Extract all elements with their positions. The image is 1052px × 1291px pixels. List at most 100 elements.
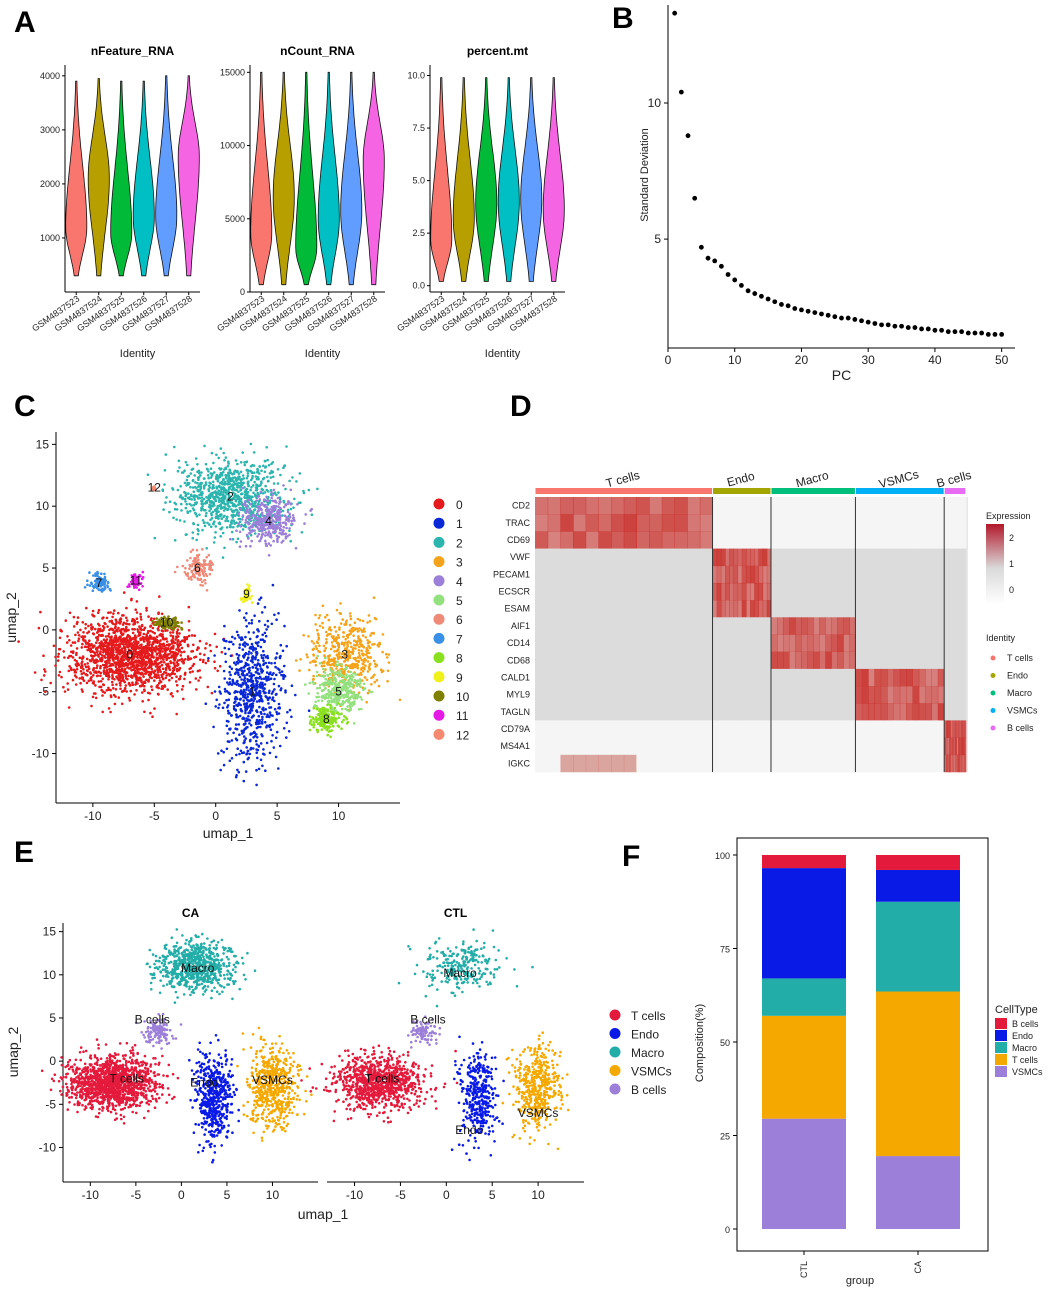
umap-c-point xyxy=(255,525,259,529)
elbow-point xyxy=(825,312,831,318)
elbow-point xyxy=(739,282,744,288)
umap-c-point xyxy=(184,573,188,576)
umap-c-point xyxy=(349,632,353,635)
umap-c-point xyxy=(238,675,242,679)
umap-c-point xyxy=(239,470,243,474)
umap-c-point xyxy=(77,634,81,637)
umap-c-point xyxy=(79,628,82,632)
umap-c-point xyxy=(324,646,328,650)
umap-c-point xyxy=(256,505,259,508)
umap-c-point xyxy=(117,696,121,699)
umap-c-point xyxy=(154,665,158,668)
umap-c-point xyxy=(197,679,200,682)
umap-c-point xyxy=(238,668,241,671)
umap-c-point xyxy=(317,649,320,653)
umap-c-point xyxy=(63,690,67,693)
umap-c-point xyxy=(129,689,133,693)
umap-c-point xyxy=(254,739,258,743)
umap-c-point xyxy=(137,679,141,682)
umap-c-point xyxy=(216,752,220,755)
umap-c-point xyxy=(184,566,187,570)
panel-letter-f: F xyxy=(622,840,640,873)
umap-c-point xyxy=(89,650,93,654)
umap-c-point xyxy=(220,749,223,752)
umap-c-x-tick-label: 5 xyxy=(274,809,281,823)
elbow-point xyxy=(799,307,804,313)
umap-c-point xyxy=(242,723,246,726)
umap-c-point xyxy=(360,668,363,671)
umap-c-point xyxy=(234,775,238,779)
umap-c-point xyxy=(270,491,273,494)
umap-c-point xyxy=(333,719,337,723)
umap-c-point xyxy=(99,666,102,670)
umap-c-point xyxy=(79,669,83,673)
umap-c-point xyxy=(239,488,243,492)
umap-c-point xyxy=(187,620,191,623)
umap-c-point xyxy=(356,643,359,647)
umap-c-point xyxy=(117,626,120,630)
umap-c-point xyxy=(230,522,234,525)
umap-c-point xyxy=(110,637,113,640)
umap-c-point xyxy=(311,678,315,681)
umap-c-point xyxy=(262,663,265,667)
panel-letter-e: E xyxy=(14,836,34,869)
elbow-point xyxy=(912,325,918,330)
umap-c-point xyxy=(224,652,227,656)
umap-c-point xyxy=(173,662,176,666)
umap-c-point xyxy=(284,689,287,692)
umap-c-point xyxy=(176,689,179,693)
umap-c-point xyxy=(353,678,357,682)
umap-c-point xyxy=(236,656,240,660)
umap-c-point xyxy=(362,627,366,630)
violin-identity-label: Identity xyxy=(120,348,156,360)
umap-c-point xyxy=(349,629,353,633)
umap-c-point xyxy=(256,602,260,605)
umap-c-point xyxy=(219,471,223,475)
umap-c-point xyxy=(112,612,115,615)
umap-c-point xyxy=(334,663,338,666)
umap-c-point xyxy=(359,695,362,699)
umap-c-point xyxy=(284,523,288,526)
umap-c-point xyxy=(247,526,251,530)
umap-c-point xyxy=(235,713,238,716)
umap-c-point xyxy=(102,683,106,687)
umap-c-point xyxy=(192,522,195,526)
umap-c-point xyxy=(231,635,234,639)
umap-c-point xyxy=(179,675,182,678)
umap-c-point xyxy=(241,514,245,517)
umap-c-point xyxy=(346,708,349,712)
umap-c-point xyxy=(236,462,239,466)
umap-c-point xyxy=(351,663,354,666)
violin-title-2: percent.mt xyxy=(467,44,528,58)
umap-c-point xyxy=(271,734,274,737)
umap-c-point xyxy=(250,476,254,480)
umap-c-point xyxy=(200,471,203,474)
umap-c-point xyxy=(149,624,153,628)
umap-c-point xyxy=(330,696,333,700)
umap-c-point xyxy=(256,467,259,471)
umap-c-point xyxy=(263,470,267,474)
umap-c-point xyxy=(184,533,188,536)
umap-c-point xyxy=(134,648,137,652)
umap-c-point xyxy=(311,716,314,719)
umap-c-point xyxy=(110,627,113,631)
umap-c-point xyxy=(129,675,133,678)
umap-c-point xyxy=(314,613,317,617)
umap-c-point xyxy=(147,680,150,683)
umap-c-point xyxy=(333,625,337,629)
umap-c-point xyxy=(239,508,242,511)
umap-c-point xyxy=(387,661,391,664)
umap-c-point xyxy=(232,504,236,508)
umap-c-point xyxy=(335,653,339,657)
umap-c-point xyxy=(90,654,94,658)
umap-c-point xyxy=(93,671,96,674)
umap-c-point xyxy=(335,608,339,612)
umap-c-point xyxy=(161,637,165,641)
umap-c-point xyxy=(203,524,207,528)
umap-c-point xyxy=(288,527,291,530)
violin-title-0: nFeature_RNA xyxy=(91,44,175,58)
umap-c-point xyxy=(262,748,265,751)
umap-c-point xyxy=(267,691,271,695)
umap-c-point xyxy=(348,674,351,678)
umap-c-point xyxy=(342,644,346,647)
